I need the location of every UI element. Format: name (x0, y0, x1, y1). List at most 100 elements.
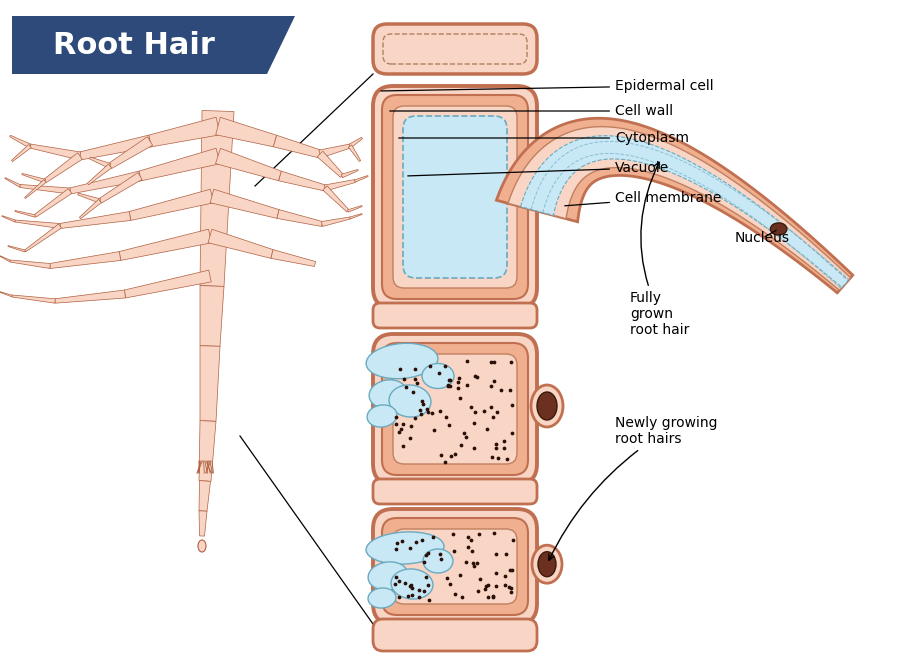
Polygon shape (520, 136, 848, 288)
Text: Cytoplasm: Cytoplasm (399, 131, 689, 145)
Polygon shape (323, 186, 349, 212)
FancyBboxPatch shape (373, 24, 537, 74)
FancyBboxPatch shape (373, 619, 537, 651)
Polygon shape (50, 252, 121, 268)
Polygon shape (79, 135, 151, 160)
Polygon shape (277, 210, 322, 226)
Polygon shape (22, 173, 46, 182)
Polygon shape (317, 151, 344, 177)
Polygon shape (211, 189, 279, 218)
Polygon shape (200, 111, 234, 286)
Ellipse shape (389, 385, 431, 417)
Polygon shape (12, 145, 32, 162)
Polygon shape (12, 16, 295, 74)
Polygon shape (99, 172, 142, 203)
Polygon shape (10, 260, 50, 268)
Ellipse shape (532, 545, 562, 583)
Text: Newly growing
root hairs: Newly growing root hairs (549, 416, 717, 560)
Text: Vacuole: Vacuole (408, 161, 670, 176)
Polygon shape (77, 193, 101, 203)
FancyBboxPatch shape (382, 95, 528, 299)
Ellipse shape (368, 562, 408, 590)
Polygon shape (108, 137, 153, 168)
Polygon shape (90, 157, 111, 168)
Polygon shape (129, 189, 213, 220)
Ellipse shape (369, 380, 407, 408)
Polygon shape (8, 246, 25, 252)
Ellipse shape (366, 343, 438, 379)
Polygon shape (200, 286, 224, 346)
Polygon shape (199, 481, 211, 511)
Polygon shape (139, 149, 220, 181)
Polygon shape (79, 199, 102, 218)
FancyBboxPatch shape (382, 518, 528, 615)
Ellipse shape (537, 392, 557, 420)
Polygon shape (69, 171, 141, 194)
FancyBboxPatch shape (403, 116, 507, 278)
Polygon shape (215, 149, 282, 180)
Polygon shape (12, 295, 55, 303)
Polygon shape (349, 137, 363, 148)
Polygon shape (30, 144, 81, 160)
Polygon shape (15, 210, 35, 217)
FancyBboxPatch shape (393, 529, 517, 604)
FancyBboxPatch shape (373, 479, 537, 504)
Polygon shape (508, 127, 850, 290)
Polygon shape (119, 229, 212, 260)
Polygon shape (497, 119, 853, 293)
Polygon shape (20, 184, 70, 194)
Ellipse shape (366, 532, 444, 564)
Polygon shape (208, 229, 274, 258)
Ellipse shape (367, 405, 397, 427)
Polygon shape (321, 217, 350, 226)
Polygon shape (4, 178, 21, 187)
Text: Root Hair: Root Hair (53, 31, 215, 59)
Text: Fully
grown
root hair: Fully grown root hair (630, 163, 689, 337)
Polygon shape (2, 216, 15, 222)
Ellipse shape (368, 588, 396, 608)
FancyBboxPatch shape (393, 354, 517, 464)
Polygon shape (348, 145, 361, 161)
FancyBboxPatch shape (373, 334, 537, 484)
Polygon shape (34, 188, 72, 217)
Polygon shape (24, 180, 46, 198)
Polygon shape (271, 250, 316, 266)
Text: Cell wall: Cell wall (390, 104, 673, 118)
Polygon shape (199, 421, 216, 482)
Text: Epidermal cell: Epidermal cell (381, 79, 714, 93)
Ellipse shape (423, 549, 453, 573)
FancyBboxPatch shape (382, 343, 528, 475)
Polygon shape (200, 346, 220, 421)
Polygon shape (59, 212, 130, 228)
Ellipse shape (422, 364, 454, 388)
Polygon shape (0, 292, 13, 297)
Polygon shape (44, 153, 82, 182)
Polygon shape (319, 144, 350, 158)
Polygon shape (324, 180, 356, 191)
Polygon shape (0, 256, 11, 262)
Polygon shape (279, 171, 326, 191)
Polygon shape (274, 135, 321, 158)
Polygon shape (55, 290, 125, 303)
Polygon shape (148, 117, 220, 147)
Text: Nucleus: Nucleus (735, 230, 790, 245)
FancyBboxPatch shape (393, 106, 517, 288)
Polygon shape (199, 511, 207, 536)
Ellipse shape (198, 540, 206, 552)
Polygon shape (341, 169, 358, 178)
FancyBboxPatch shape (373, 509, 537, 624)
Polygon shape (15, 220, 60, 228)
Polygon shape (350, 214, 362, 219)
Polygon shape (355, 176, 368, 182)
Polygon shape (10, 135, 31, 148)
Polygon shape (24, 224, 61, 252)
Polygon shape (347, 206, 362, 212)
FancyBboxPatch shape (373, 303, 537, 328)
Ellipse shape (538, 551, 556, 577)
Ellipse shape (770, 223, 787, 235)
Polygon shape (216, 117, 276, 147)
Polygon shape (87, 164, 112, 184)
FancyBboxPatch shape (373, 86, 537, 308)
Ellipse shape (391, 569, 433, 599)
Ellipse shape (531, 385, 563, 427)
